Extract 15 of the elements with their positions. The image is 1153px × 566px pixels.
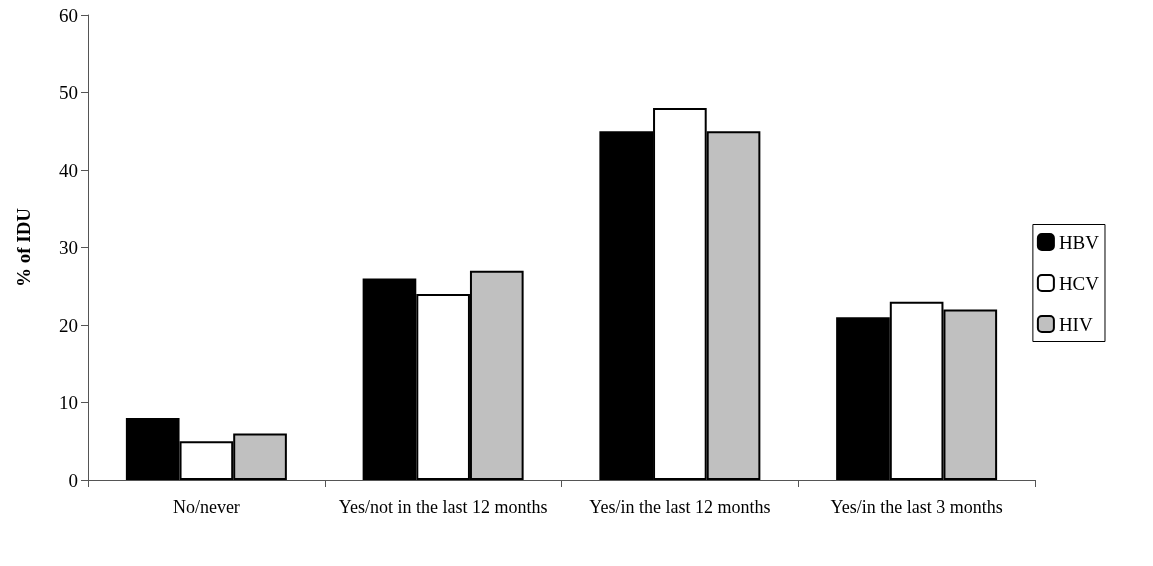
y-tick-label: 20	[59, 314, 78, 336]
y-tick-label: 10	[59, 392, 78, 413]
x-tick-label: Yes/in the last 12 months	[589, 497, 771, 517]
legend-label: HIV	[1058, 313, 1093, 335]
x-tick-label: Yes/in the last 3 months	[830, 497, 1003, 517]
y-tick-label: 0	[68, 469, 78, 491]
legend-label: HBV	[1058, 231, 1100, 253]
x-tick-label: No/never	[172, 497, 240, 517]
x-tick-label: Yes/not in the last 12 months	[338, 497, 548, 517]
y-tick-label: 60	[59, 4, 78, 26]
legend-label: HCV	[1058, 272, 1100, 294]
y-tick-label: 30	[59, 237, 78, 258]
y-axis-title: % of IDU	[13, 207, 34, 288]
y-tick-label: 40	[59, 159, 78, 181]
y-tick-label: 50	[59, 82, 78, 103]
